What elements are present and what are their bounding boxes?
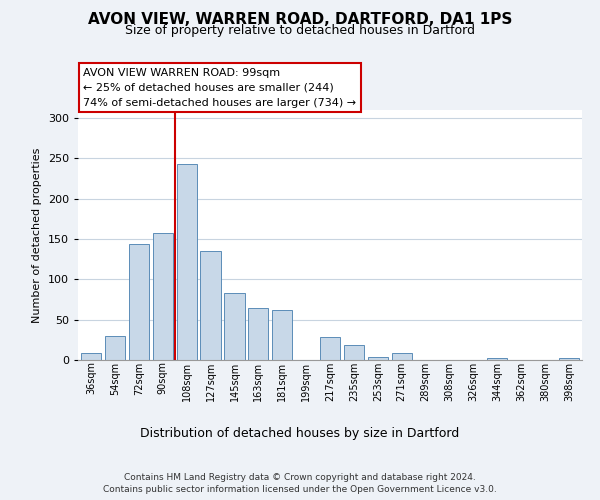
Text: Distribution of detached houses by size in Dartford: Distribution of detached houses by size … <box>140 428 460 440</box>
Text: Contains HM Land Registry data © Crown copyright and database right 2024.: Contains HM Land Registry data © Crown c… <box>124 472 476 482</box>
Bar <box>105 336 125 360</box>
Text: Contains public sector information licensed under the Open Government Licence v3: Contains public sector information licen… <box>103 485 497 494</box>
Bar <box>392 352 412 360</box>
Text: AVON VIEW, WARREN ROAD, DARTFORD, DA1 1PS: AVON VIEW, WARREN ROAD, DARTFORD, DA1 1P… <box>88 12 512 28</box>
Bar <box>81 352 101 360</box>
Bar <box>129 244 149 360</box>
Bar <box>368 357 388 360</box>
Bar <box>224 293 245 360</box>
Bar <box>152 234 173 360</box>
Bar <box>344 346 364 360</box>
Bar <box>200 251 221 360</box>
Bar <box>320 338 340 360</box>
Bar <box>559 358 579 360</box>
Text: Size of property relative to detached houses in Dartford: Size of property relative to detached ho… <box>125 24 475 37</box>
Y-axis label: Number of detached properties: Number of detached properties <box>32 148 42 322</box>
Text: AVON VIEW WARREN ROAD: 99sqm
← 25% of detached houses are smaller (244)
74% of s: AVON VIEW WARREN ROAD: 99sqm ← 25% of de… <box>83 68 356 108</box>
Bar <box>272 310 292 360</box>
Bar <box>176 164 197 360</box>
Bar <box>248 308 268 360</box>
Bar <box>487 358 508 360</box>
